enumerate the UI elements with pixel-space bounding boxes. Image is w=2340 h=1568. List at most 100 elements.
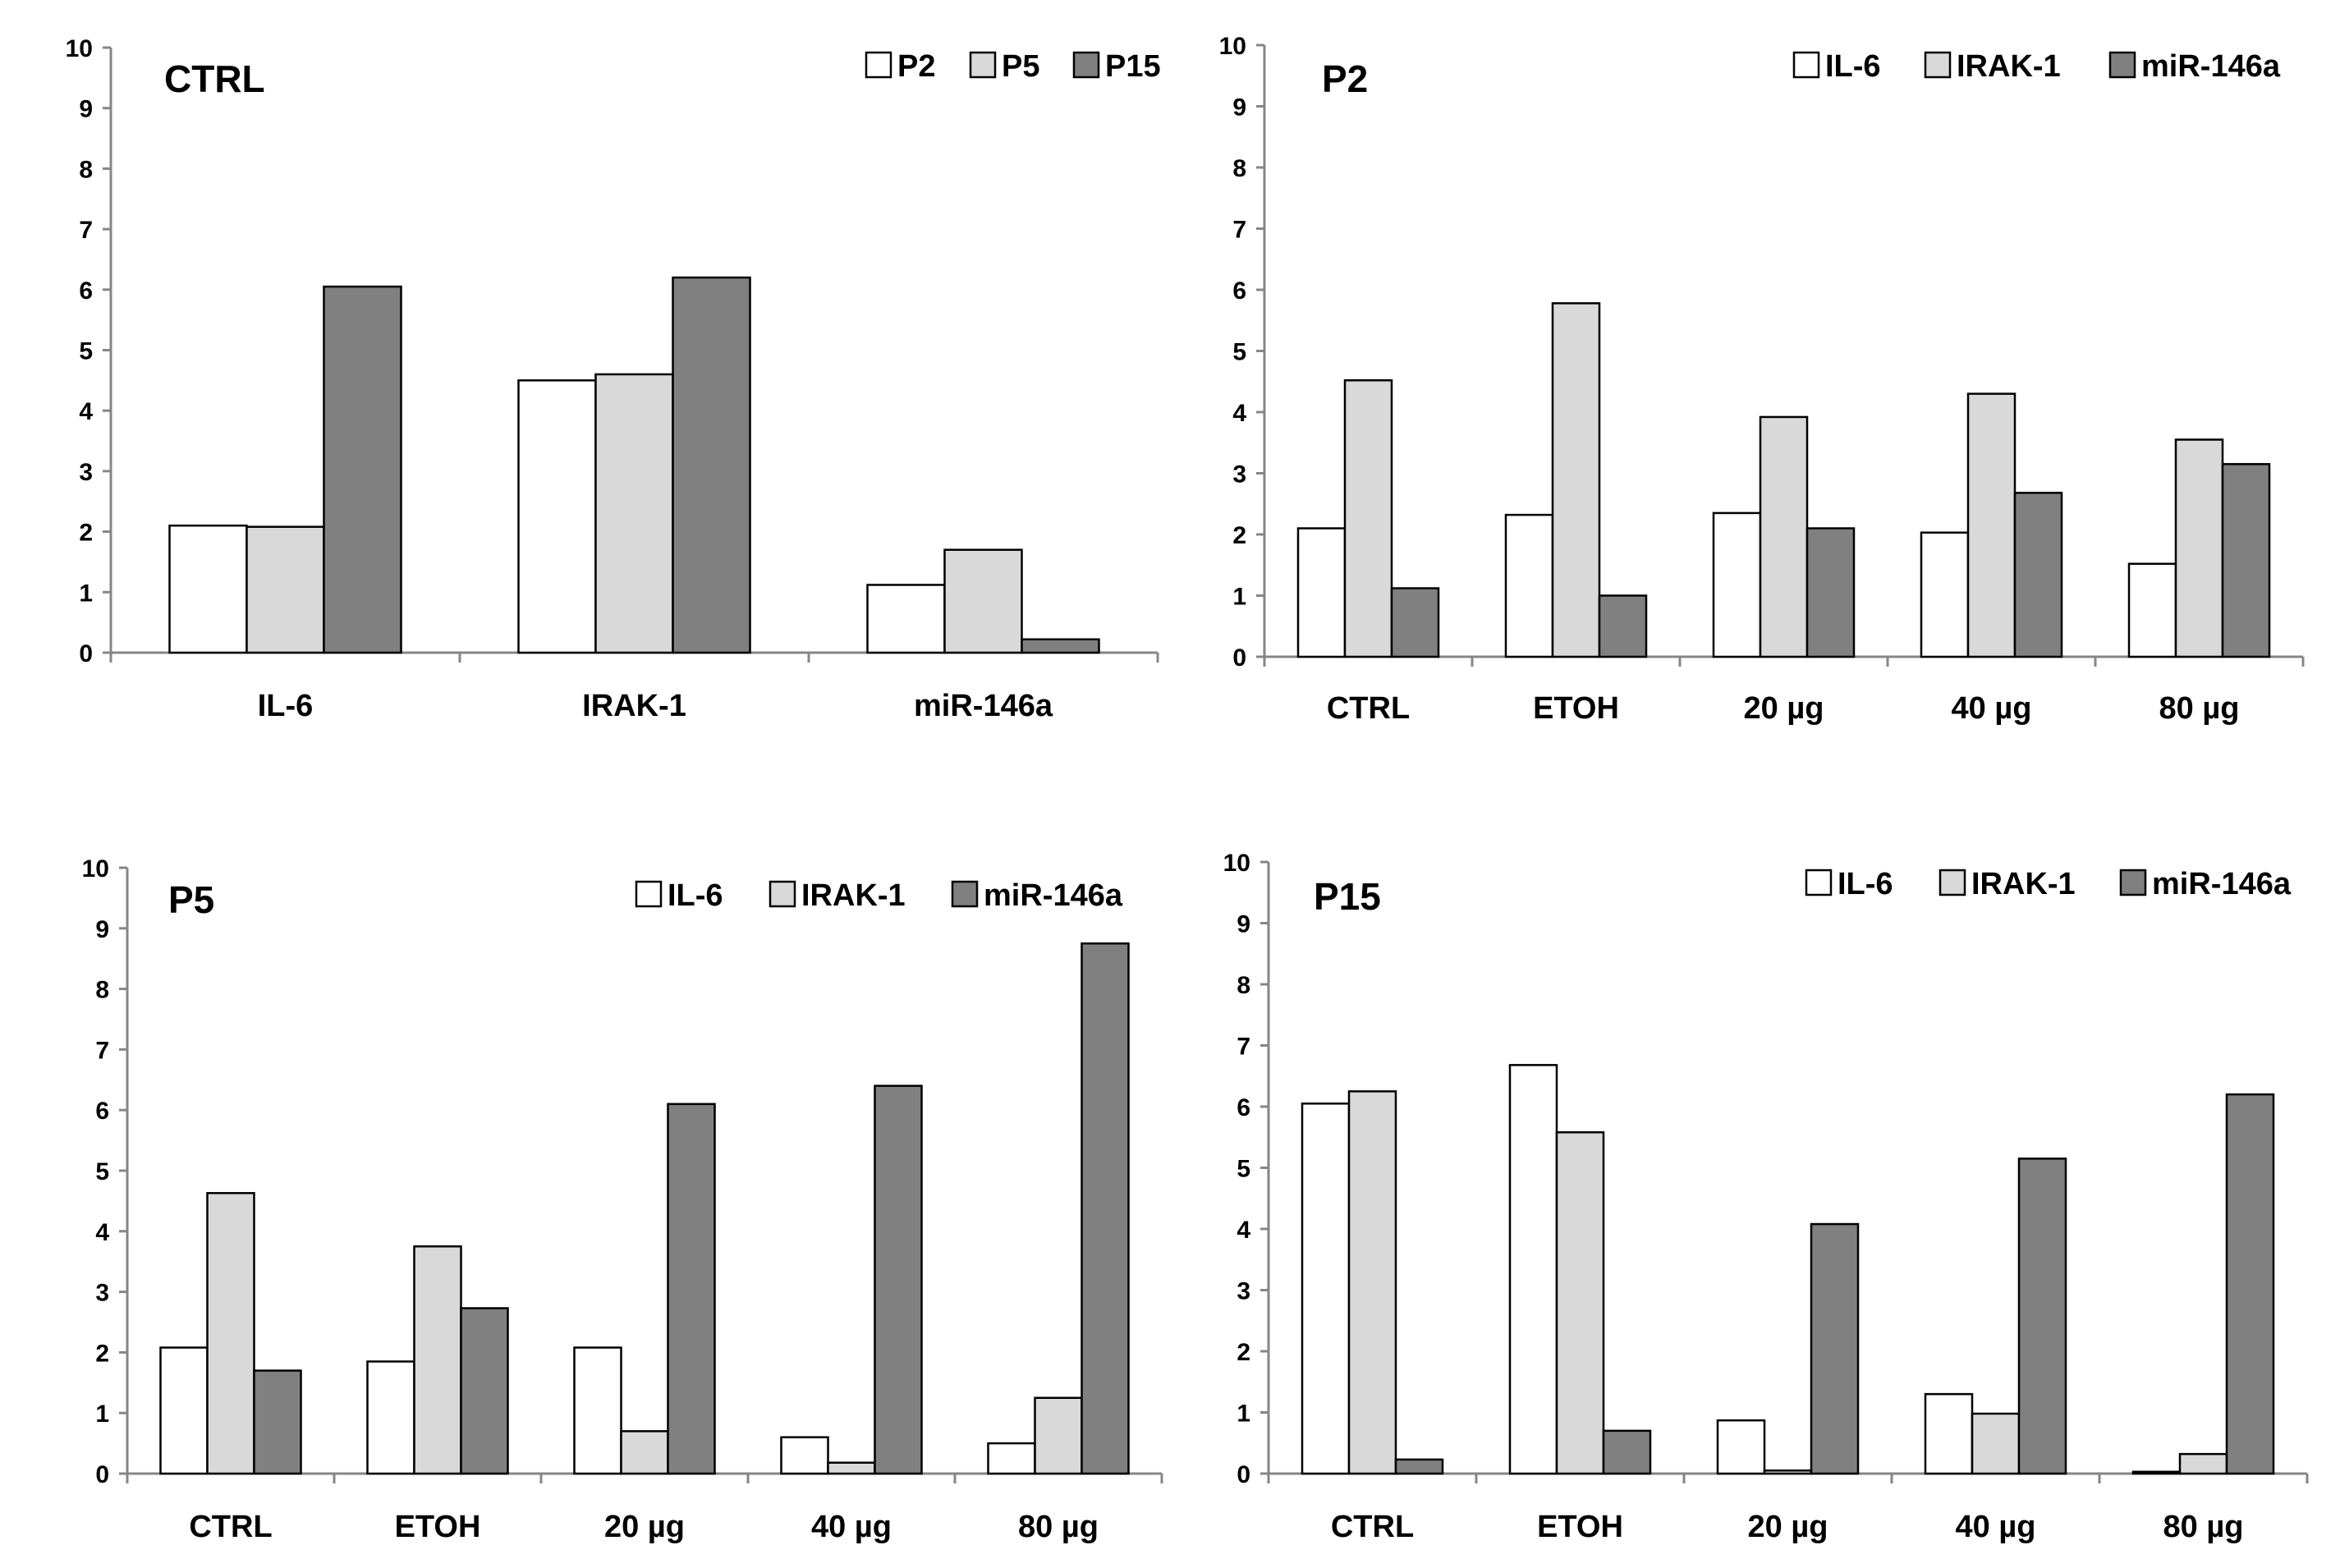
bar-mir-146a-2 [1602,1429,1652,1475]
y-tick-label: 4 [1237,1217,1250,1244]
bar-irak-1-1 [1343,379,1393,658]
category-label: 80 µg [1018,1510,1099,1544]
category-label: CTRL [1331,1510,1414,1544]
bar-il-6-4 [780,1436,829,1475]
y-tick-label: 0 [1232,644,1246,672]
bar-mir-146a-4 [2013,492,2063,658]
legend-label: IL-6 [1825,49,1881,84]
bar-mir-146a-3 [667,1103,716,1475]
bar-il-6-1 [159,1346,209,1475]
y-tick-label: 2 [79,520,93,547]
y-tick-label: 7 [79,217,93,244]
bar-mir-146a-3 [1810,1222,1860,1475]
bar-il-6-1 [1296,527,1347,658]
legend-label: miR-146a [2152,867,2292,901]
bar-mir-146a-3 [1805,527,1856,658]
bar-mir-146a-2 [1598,594,1648,658]
legend-swatch-mir-146a [951,880,979,908]
category-label: IL-6 [258,689,314,723]
bar-irak-1-2 [413,1245,462,1475]
bar-irak-1-1 [1347,1090,1397,1475]
bar-p5-1 [245,525,325,654]
legend: P2 P5 P15 [865,49,1161,84]
y-tick-label: 7 [1237,1034,1250,1061]
bar-mir-146a-1 [1390,587,1440,658]
legend: IL-6 IRAK-1 miR-146a [635,878,1123,913]
category-label: 20 µg [1744,691,1824,726]
y-tick-label: 10 [66,35,93,62]
category-label: CTRL [189,1510,272,1544]
legend-label: P2 [897,49,935,84]
bar-il-6-5 [2127,562,2177,658]
chart-panel-p5: 0 1 2 3 4 5 6 7 8 9 10 CTRL ETOH 20 µg 40 µg 80 µg P5 IL-… [82,855,1163,1544]
y-tick-label: 8 [79,156,93,183]
y-tick-label: 10 [1219,33,1246,60]
bar-p15-2 [672,276,751,654]
y-tick-label: 0 [95,1461,109,1488]
bar-il-6-1 [1301,1103,1351,1475]
y-tick-label: 2 [1237,1339,1250,1366]
bar-irak-1-3 [620,1430,669,1475]
y-tick-label: 10 [1223,850,1250,877]
bar-il-6-5 [987,1442,1036,1475]
category-label: ETOH [1533,691,1619,726]
panel-title: P15 [1314,875,1381,918]
y-tick-label: 10 [82,855,109,883]
chart-panel-p15: 0 1 2 3 4 5 6 7 8 9 10 CTRL ETOH 20 µg 40 µg 80 µg P15 IL… [1223,850,2309,1544]
category-label: 40 µg [1956,1510,2036,1544]
y-tick-label: 6 [1237,1094,1250,1121]
bar-il-6-3 [573,1346,622,1475]
y-tick-label: 3 [1237,1278,1250,1305]
y-tick-label: 7 [1232,217,1246,244]
y-tick-label: 1 [1237,1401,1250,1428]
y-tick-label: 0 [79,640,93,667]
legend-label: IL-6 [668,878,723,913]
bar-il-6-2 [1504,513,1554,658]
y-tick-label: 6 [1232,277,1246,305]
legend-swatch-mir-146a [2108,51,2136,79]
y-tick-label: 6 [79,277,93,305]
bar-p5-3 [943,548,1023,654]
y-tick-label: 8 [1237,972,1250,999]
bar-irak-1-4 [1966,392,2017,658]
bar-il-6-2 [366,1360,415,1475]
legend-label: P15 [1105,49,1161,84]
category-label: ETOH [395,1510,481,1544]
bar-il-6-5 [2131,1470,2182,1475]
panel-title: P5 [168,878,214,921]
panel-title: P2 [1322,57,1368,100]
bar-irak-1-5 [1034,1396,1083,1475]
y-tick-label: 8 [1232,155,1246,182]
legend: IL-6 IRAK-1 miR-146a [1805,867,2292,901]
y-tick-label: 4 [95,1219,109,1246]
legend-swatch-irak-1 [769,880,796,908]
legend-swatch-mir-146a [2119,869,2147,896]
y-tick-label: 5 [1232,339,1246,366]
y-tick-label: 9 [1237,911,1250,938]
legend-label: IRAK-1 [1957,49,2061,84]
category-label: 20 µg [604,1510,685,1544]
bar-mir-146a-4 [874,1084,923,1475]
legend-label: miR-146a [2141,49,2281,84]
bar-irak-1-2 [1551,302,1601,658]
category-label: CTRL [1327,691,1410,726]
bar-mir-146a-2 [460,1307,509,1475]
legend-label: IL-6 [1838,867,1893,901]
y-tick-label: 5 [95,1158,109,1185]
legend-swatch-irak-1 [1924,51,1952,79]
legend-swatch-il-6 [1805,869,1833,896]
bar-mir-146a-5 [2225,1093,2275,1475]
bar-p15-3 [1021,638,1100,654]
bar-irak-1-5 [2178,1452,2228,1475]
bar-il-6-2 [1508,1064,1558,1475]
bar-mir-146a-1 [1394,1458,1444,1475]
bar-irak-1-4 [827,1461,876,1475]
legend-swatch-irak-1 [1939,869,1966,896]
category-label: 40 µg [811,1510,892,1544]
y-tick-label: 8 [95,977,109,1004]
bar-mir-146a-5 [2221,463,2271,658]
category-label: IRAK-1 [582,689,686,723]
bar-mir-146a-5 [1081,942,1130,1475]
y-tick-label: 6 [95,1098,109,1125]
